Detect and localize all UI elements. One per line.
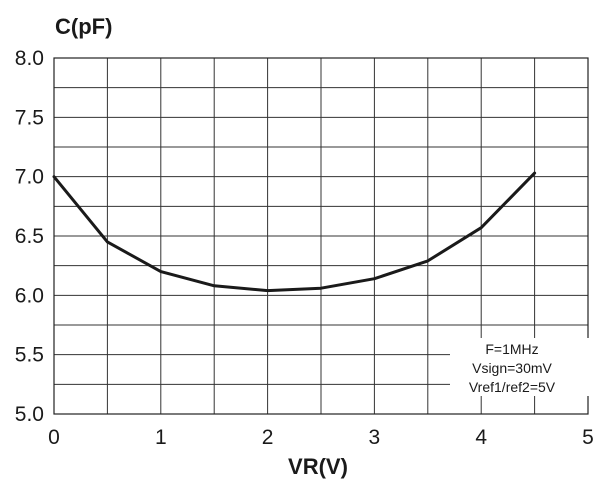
annotation-signal: Vsign=30mV: [472, 360, 552, 376]
y-tick-label: 5.0: [15, 403, 44, 426]
y-tick-label: 8.0: [15, 47, 44, 70]
y-tick-label: 6.0: [15, 284, 44, 307]
y-tick-labels: 5.0 5.5 6.0 6.5 7.0 7.5 8.0: [15, 47, 44, 426]
capacitance-curve: [52, 171, 537, 293]
y-tick-label: 7.0: [15, 166, 44, 189]
series-group: [52, 171, 537, 293]
x-axis-label: VR(V): [288, 454, 348, 479]
y-axis-label: C(pF): [55, 14, 112, 39]
plot-frame: [53, 57, 589, 415]
x-tick-labels: 0 1 2 3 4 5: [48, 426, 594, 449]
y-tick-label: 5.5: [15, 344, 44, 367]
x-tick-label: 2: [262, 426, 274, 449]
annotation-frequency: F=1MHz: [485, 341, 538, 357]
y-tick-label: 7.5: [15, 106, 44, 129]
x-tick-label: 3: [369, 426, 381, 449]
annotation-box: [450, 338, 598, 396]
x-tick-label: 4: [475, 426, 487, 449]
annotation-reference: Vref1/ref2=5V: [469, 379, 556, 395]
y-tick-label: 6.5: [15, 225, 44, 248]
x-tick-label: 1: [155, 426, 167, 449]
x-tick-label: 5: [582, 426, 594, 449]
x-tick-label: 0: [48, 426, 60, 449]
